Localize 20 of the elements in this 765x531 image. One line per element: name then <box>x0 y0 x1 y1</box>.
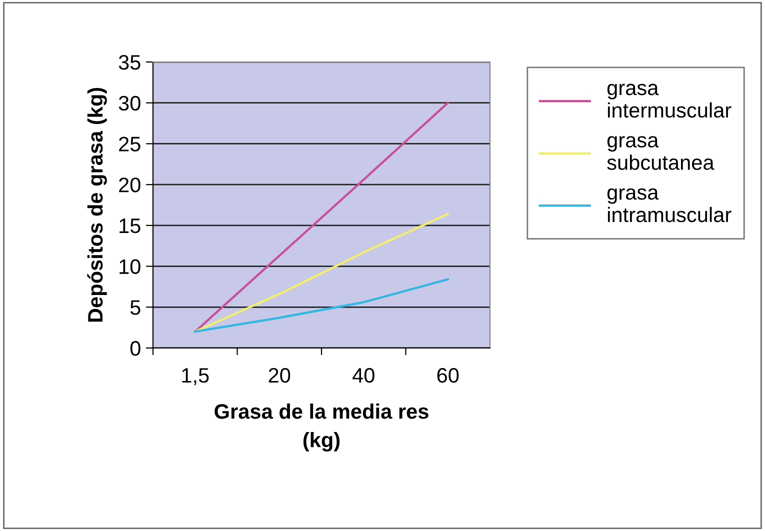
x-tick-label: 20 <box>268 368 290 383</box>
y-tick-label: 5 <box>130 300 140 315</box>
y-axis-title: Depósitos de grasa (kg) <box>87 88 107 322</box>
y-tick-label: 15 <box>120 218 140 234</box>
y-tick-label: 10 <box>120 259 140 274</box>
x-axis-title: Grasa de la media res (kg) <box>214 404 428 452</box>
y-tick-label: 25 <box>119 136 140 152</box>
line-series <box>194 212 449 333</box>
x-tick-label: 60 <box>437 368 459 383</box>
x-tick-label: 1,5 <box>182 368 209 386</box>
legend-label: grasa intramuscular <box>607 188 732 222</box>
y-tick-label: 30 <box>118 96 140 111</box>
y-tick-label: 35 <box>118 55 140 70</box>
legend-label: grasa intermuscular <box>607 84 732 118</box>
legend-label: grasa subcutanea <box>607 136 714 170</box>
line-series <box>194 278 449 333</box>
y-tick-label: 0 <box>130 341 140 356</box>
line-series <box>194 102 449 333</box>
y-tick-label: 20 <box>119 178 140 192</box>
x-tick-label: 40 <box>352 368 374 383</box>
